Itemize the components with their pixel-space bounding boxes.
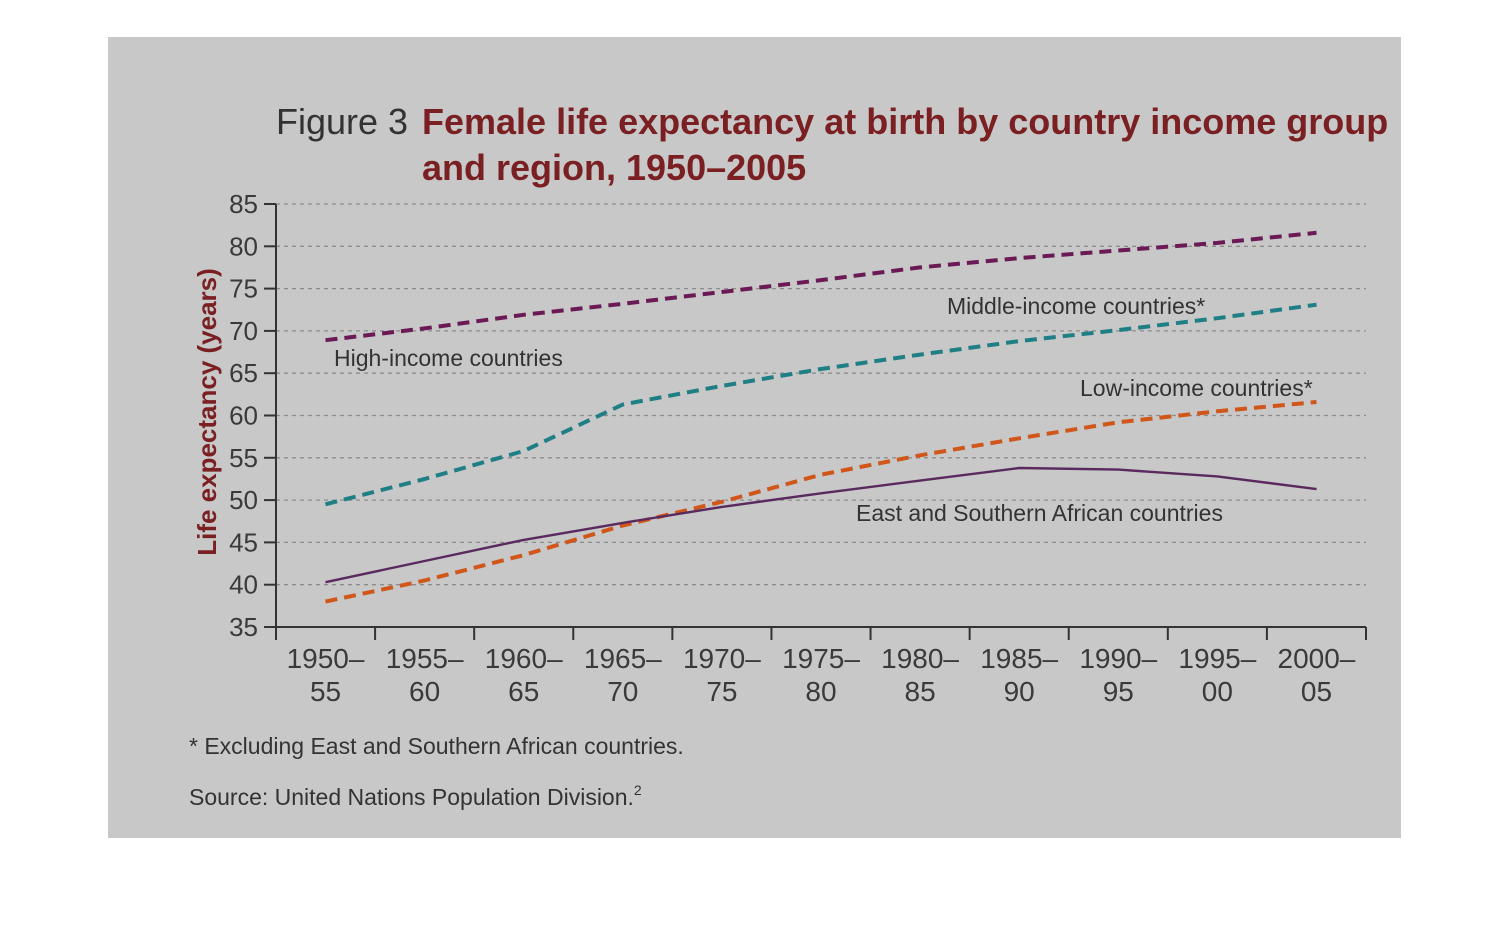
- y-tick-label-45: 45: [229, 527, 258, 557]
- x-tick-label-9: 1995– 00: [1178, 643, 1256, 707]
- series-lines: [325, 230, 1317, 604]
- x-tick-label-7: 1985– 90: [980, 643, 1058, 707]
- label-low-income: Low-income countries*: [1080, 375, 1313, 401]
- source-text: Source: United Nations Population Divisi…: [189, 784, 634, 810]
- x-tick-label-4: 1970– 75: [683, 643, 761, 707]
- y-tick-label-75: 75: [229, 274, 258, 304]
- source-superscript: 2: [634, 782, 642, 798]
- x-tick-label-10: 2000– 05: [1278, 643, 1356, 707]
- x-tick-label-3: 1965– 70: [584, 643, 662, 707]
- chart-panel: [108, 37, 1401, 838]
- y-tick-label-50: 50: [229, 485, 258, 515]
- series-line-3: [325, 466, 1317, 584]
- x-tick-label-5: 1975– 80: [782, 643, 860, 707]
- y-tick-label-60: 60: [229, 401, 258, 431]
- label-east-southern-africa: East and Southern African countries: [856, 500, 1223, 526]
- x-tick-label-2: 1960– 65: [485, 643, 563, 707]
- gridlines: [276, 203, 1366, 586]
- label-high-income: High-income countries: [334, 345, 563, 371]
- y-tick-label-65: 65: [229, 358, 258, 388]
- series-line-2: [325, 400, 1317, 604]
- series-line-0: [325, 230, 1317, 343]
- y-axis-title: Life expectancy (years): [192, 268, 222, 556]
- footnote: * Excluding East and Southern African co…: [189, 733, 684, 759]
- x-tick-label-0: 1950– 55: [287, 643, 365, 707]
- x-tick-label-1: 1955– 60: [386, 643, 464, 707]
- figure-label: Figure 3: [276, 101, 408, 142]
- y-tick-label-40: 40: [229, 570, 258, 600]
- y-tick-label-80: 80: [229, 231, 258, 261]
- figure-title-line2: and region, 1950–2005: [422, 147, 806, 188]
- y-tick-label-85: 85: [229, 189, 258, 219]
- series-line-1: [325, 302, 1317, 507]
- label-middle-income: Middle-income countries*: [947, 293, 1205, 319]
- x-tick-label-6: 1980– 85: [881, 643, 959, 707]
- source-note: Source: United Nations Population Divisi…: [189, 782, 642, 810]
- figure-title-line1: Female life expectancy at birth by count…: [422, 101, 1388, 142]
- axes: 35 40 45 50 55 60 65 70 75 80 85 1950– 55 1955– 60 1960…: [229, 189, 1367, 707]
- y-tick-label-35: 35: [229, 612, 258, 642]
- x-tick-label-8: 1990– 95: [1079, 643, 1157, 707]
- y-tick-label-70: 70: [229, 316, 258, 346]
- y-tick-label-55: 55: [229, 443, 258, 473]
